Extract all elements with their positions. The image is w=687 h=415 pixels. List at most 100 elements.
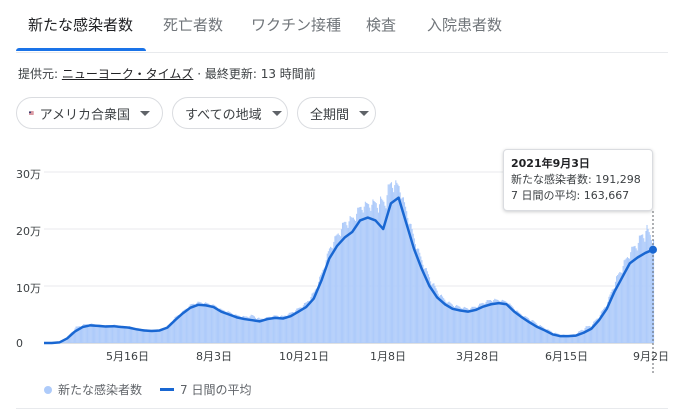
region-dropdown[interactable]: アメリカ合衆国: [16, 97, 163, 129]
daily-cases-bar: [83, 324, 85, 343]
daily-cases-bar: [70, 333, 72, 343]
daily-cases-bar: [178, 314, 180, 343]
tab-deaths[interactable]: 死亡者数: [163, 16, 224, 34]
daily-cases-bar: [471, 306, 473, 343]
tab-new-cases[interactable]: 新たな感染者数: [28, 16, 134, 34]
daily-cases-bar: [612, 288, 614, 343]
daily-cases-bar: [238, 315, 240, 343]
daily-cases-bar: [197, 301, 199, 343]
daily-cases-bar: [637, 242, 639, 343]
daily-cases-bar: [422, 264, 424, 343]
daily-cases-bar: [511, 306, 513, 343]
daily-cases-bar: [524, 316, 526, 343]
daily-cases-bar: [202, 303, 204, 343]
daily-cases-bar: [456, 304, 458, 343]
daily-cases-bar: [309, 300, 311, 343]
daily-cases-bar: [221, 309, 223, 343]
area-dropdown[interactable]: すべての地域: [172, 97, 288, 129]
daily-cases-bar: [531, 320, 533, 343]
tab-hospitalizations[interactable]: 入院患者数: [427, 16, 503, 34]
daily-cases-bar: [295, 310, 297, 343]
daily-cases-bar: [465, 307, 468, 343]
daily-cases-bar: [653, 239, 655, 343]
daily-cases-bar: [337, 233, 339, 343]
daily-cases-bar: [123, 325, 125, 343]
daily-cases-bar: [142, 329, 145, 343]
daily-cases-bar: [610, 292, 612, 343]
daily-cases-bar: [72, 331, 74, 343]
source-prefix: 提供元:: [18, 67, 62, 81]
daily-cases-bar: [279, 316, 282, 343]
seven-day-average-line: [44, 196, 654, 345]
daily-cases-bar: [430, 281, 432, 343]
daily-cases-bar: [366, 203, 369, 343]
daily-cases-bar: [256, 319, 258, 343]
period-dropdown[interactable]: 全期間: [297, 97, 376, 129]
daily-cases-bar: [372, 199, 374, 343]
daily-cases-bar: [394, 185, 396, 343]
daily-cases-bar: [417, 248, 419, 343]
daily-cases-bar: [252, 315, 254, 343]
daily-cases-bar: [333, 241, 335, 343]
daily-cases-bar: [109, 325, 111, 343]
last-updated: · 最終更新: 13 時間前: [193, 67, 316, 81]
daily-cases-bar: [469, 309, 471, 343]
daily-cases-bar: [99, 324, 101, 343]
daily-cases-bar: [254, 317, 257, 343]
daily-cases-bar: [64, 338, 66, 343]
daily-cases-bar: [166, 325, 168, 343]
tab-vaccinations[interactable]: ワクチン接種: [251, 16, 342, 34]
daily-cases-bar: [463, 306, 465, 343]
daily-cases-bar: [418, 248, 420, 343]
daily-cases-bar: [351, 217, 353, 343]
daily-cases-bar: [579, 330, 581, 343]
daily-cases-bar: [264, 317, 266, 343]
daily-cases-bar: [110, 325, 112, 343]
daily-cases-bar: [602, 308, 605, 343]
daily-cases-bar: [251, 314, 253, 343]
daily-cases-bar: [213, 304, 215, 343]
daily-cases-bar: [632, 246, 634, 343]
daily-cases-bar: [427, 274, 429, 343]
daily-cases-bar: [216, 307, 219, 343]
daily-cases-bar: [556, 333, 558, 343]
daily-cases-bar: [150, 329, 152, 343]
daily-cases-bar: [532, 320, 534, 343]
daily-cases-bar: [287, 314, 289, 343]
daily-cases-bar: [314, 289, 316, 343]
daily-cases-bar: [595, 319, 597, 343]
daily-cases-bar: [114, 324, 116, 343]
daily-cases-bar: [77, 326, 79, 343]
daily-cases-bar: [319, 276, 321, 343]
daily-cases-bar: [116, 325, 118, 343]
daily-cases-bar: [346, 225, 348, 343]
daily-cases-bar: [246, 316, 248, 343]
daily-cases-bar: [223, 310, 225, 343]
daily-cases-bar: [105, 324, 108, 343]
source-link[interactable]: ニューヨーク・タイムズ: [61, 67, 194, 81]
daily-cases-bar: [182, 310, 184, 343]
daily-cases-bar: [413, 238, 415, 343]
daily-cases-bar: [462, 307, 464, 343]
daily-cases-bar: [263, 319, 265, 343]
daily-cases-bar: [134, 328, 136, 343]
daily-cases-bar: [651, 243, 654, 343]
daily-cases-bar: [149, 330, 151, 343]
data-source-line: 提供元: ニューヨーク・タイムズ · 最終更新: 13 時間前: [18, 65, 316, 82]
daily-cases-bar: [113, 324, 115, 343]
tab-testing[interactable]: 検査: [366, 16, 397, 34]
daily-cases-bar: [111, 325, 113, 343]
daily-cases-bar: [468, 309, 470, 343]
daily-cases-bar: [192, 303, 195, 343]
daily-cases-bar: [369, 207, 371, 344]
daily-cases-bar: [207, 303, 209, 343]
daily-cases-bar: [151, 329, 153, 343]
daily-cases-bar: [378, 204, 381, 343]
daily-cases-bar: [171, 322, 173, 343]
daily-cases-bar: [504, 300, 506, 343]
daily-cases-bar: [600, 311, 602, 343]
daily-cases-bar: [561, 334, 563, 343]
daily-cases-bar: [310, 297, 312, 343]
daily-cases-bar: [203, 303, 205, 343]
